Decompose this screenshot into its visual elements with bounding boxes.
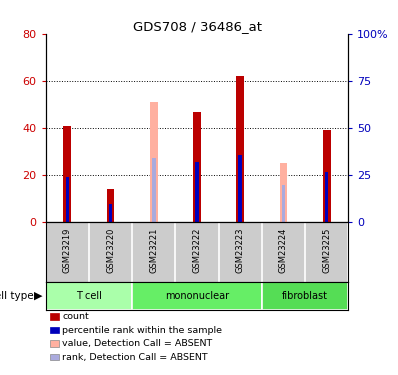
Bar — [262, 282, 348, 310]
Bar — [279, 164, 287, 222]
Bar — [150, 102, 158, 222]
Text: cell type: cell type — [0, 291, 40, 301]
Bar — [46, 282, 132, 310]
Bar — [325, 171, 328, 222]
Bar — [152, 158, 156, 222]
Text: percentile rank within the sample: percentile rank within the sample — [62, 326, 222, 334]
Title: GDS708 / 36486_at: GDS708 / 36486_at — [133, 20, 261, 33]
Text: GSM23222: GSM23222 — [193, 227, 201, 273]
Text: T cell: T cell — [76, 291, 102, 301]
Bar — [195, 162, 199, 222]
Text: mononuclear: mononuclear — [165, 291, 229, 301]
Text: rank, Detection Call = ABSENT: rank, Detection Call = ABSENT — [62, 352, 208, 362]
Bar — [109, 204, 112, 222]
Text: GSM23220: GSM23220 — [106, 227, 115, 273]
Bar — [64, 126, 71, 222]
Bar — [107, 189, 115, 222]
Text: GSM23224: GSM23224 — [279, 227, 288, 273]
Text: GSM23221: GSM23221 — [149, 227, 158, 273]
Text: count: count — [62, 312, 89, 321]
Bar — [282, 185, 285, 222]
Bar — [66, 177, 69, 222]
Bar — [193, 112, 201, 222]
Text: GSM23223: GSM23223 — [236, 227, 245, 273]
Bar — [323, 130, 330, 222]
Bar — [238, 154, 242, 222]
Text: ▶: ▶ — [34, 291, 43, 301]
Bar — [132, 282, 262, 310]
Text: GSM23225: GSM23225 — [322, 227, 331, 273]
Text: value, Detection Call = ABSENT: value, Detection Call = ABSENT — [62, 339, 213, 348]
Bar — [236, 76, 244, 222]
Text: fibroblast: fibroblast — [282, 291, 328, 301]
Text: GSM23219: GSM23219 — [63, 227, 72, 273]
